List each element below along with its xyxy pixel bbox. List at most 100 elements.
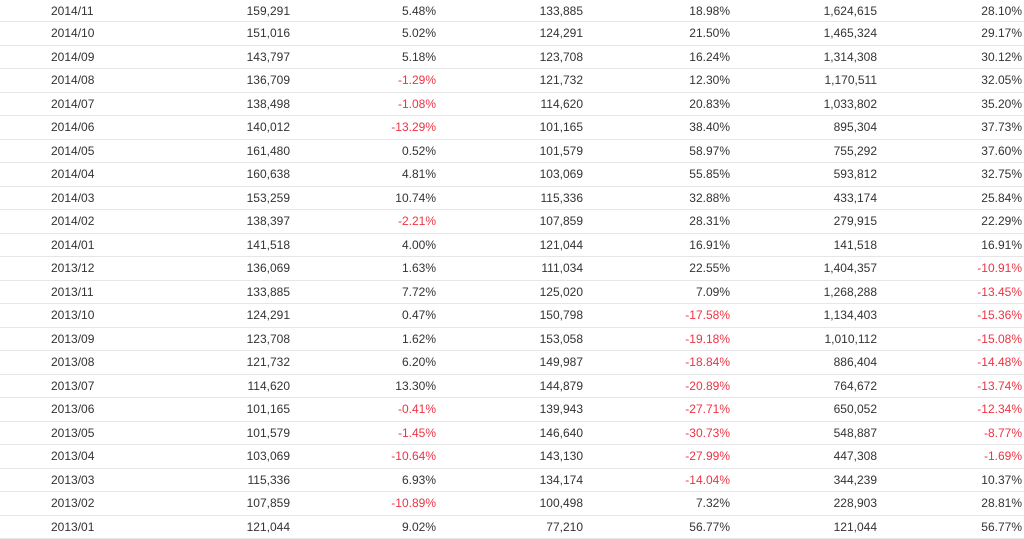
period-cell: 2013/12 — [51, 261, 95, 275]
table-row: 2014/09 143,797 5.18% 123,708 16.24% 1,314,30… — [0, 46, 1024, 69]
value-cell: 136,069 — [246, 261, 290, 275]
prior-change-cell: -18.84% — [685, 355, 730, 369]
cumulative-change-cell: 37.73% — [981, 120, 1022, 134]
cumulative-cell: 755,292 — [833, 143, 877, 158]
cumulative-cell: 1,404,357 — [823, 261, 877, 275]
prior-value-cell: 133,885 — [539, 4, 583, 18]
change-cell: 0.52% — [401, 143, 436, 158]
change-cell: 6.20% — [401, 355, 436, 369]
prior-change-cell: 58.97% — [689, 143, 730, 158]
change-cell: 5.18% — [401, 49, 436, 64]
table-row: 2013/10 124,291 0.47% 150,798 -17.58% 1,134,4… — [0, 304, 1024, 328]
table-row: 2013/08 121,732 6.20% 149,987 -18.84% 886,404… — [0, 351, 1024, 375]
period-cell: 2014/10 — [51, 26, 95, 40]
prior-value-cell: 121,732 — [539, 73, 583, 87]
table-row: 2014/11 159,291 5.48% 133,885 18.98% 1,624,61… — [0, 0, 1024, 22]
prior-change-cell: -27.71% — [685, 402, 730, 416]
cumulative-change-cell: 30.12% — [981, 49, 1022, 64]
cumulative-change-cell: -15.08% — [977, 331, 1022, 346]
change-cell: 9.02% — [401, 519, 436, 534]
cumulative-change-cell: 37.60% — [981, 143, 1022, 158]
cumulative-cell: 1,624,615 — [823, 4, 877, 18]
period-cell: 2013/08 — [51, 355, 95, 369]
value-cell: 124,291 — [246, 308, 290, 322]
table-row: 2014/08 136,709 -1.29% 121,732 12.30% 1,170,5… — [0, 69, 1024, 93]
period-cell: 2013/11 — [51, 284, 94, 299]
cumulative-cell: 895,304 — [833, 120, 877, 134]
cumulative-cell: 1,170,511 — [824, 73, 878, 87]
prior-value-cell: 115,336 — [540, 190, 584, 205]
table-row: 2013/03 115,336 6.93% 134,174 -14.04% 344,239… — [0, 469, 1024, 492]
value-cell: 123,708 — [246, 331, 290, 346]
prior-value-cell: 100,498 — [539, 496, 583, 510]
period-cell: 2013/10 — [51, 308, 95, 322]
change-cell: -10.89% — [391, 496, 436, 510]
cumulative-change-cell: 56.77% — [981, 519, 1022, 534]
cumulative-cell: 228,903 — [833, 496, 877, 510]
prior-value-cell: 121,044 — [539, 237, 583, 252]
value-cell: 115,336 — [247, 472, 291, 487]
period-cell: 2014/09 — [51, 49, 95, 64]
value-cell: 138,397 — [246, 214, 290, 228]
value-cell: 153,259 — [246, 190, 290, 205]
change-cell: 4.00% — [401, 237, 436, 252]
prior-value-cell: 107,859 — [539, 214, 583, 228]
period-cell: 2013/04 — [51, 449, 95, 463]
prior-value-cell: 150,798 — [539, 308, 583, 322]
cumulative-cell: 1,268,288 — [823, 284, 877, 299]
prior-change-cell: 16.91% — [689, 237, 730, 252]
cumulative-change-cell: 25.84% — [981, 190, 1022, 205]
cumulative-cell: 650,052 — [833, 402, 877, 416]
value-cell: 101,165 — [246, 402, 290, 416]
period-cell: 2013/06 — [51, 402, 95, 416]
prior-change-cell: 16.24% — [689, 49, 730, 64]
period-cell: 2014/03 — [51, 190, 95, 205]
cumulative-cell: 764,672 — [833, 378, 877, 393]
cumulative-cell: 447,308 — [833, 449, 877, 463]
prior-value-cell: 101,165 — [539, 120, 583, 134]
prior-change-cell: 12.30% — [689, 73, 730, 87]
cumulative-cell: 1,033,802 — [823, 96, 877, 111]
change-cell: 5.48% — [401, 4, 436, 18]
table-row: 2014/01 141,518 4.00% 121,044 16.91% 141,518 1… — [0, 234, 1024, 257]
change-cell: 13.30% — [395, 378, 436, 393]
change-cell: 1.63% — [401, 261, 436, 275]
value-cell: 103,069 — [246, 449, 290, 463]
change-cell: 5.02% — [401, 26, 436, 40]
prior-value-cell: 124,291 — [539, 26, 583, 40]
cumulative-change-cell: 32.05% — [981, 73, 1022, 87]
cumulative-change-cell: -14.48% — [977, 355, 1022, 369]
prior-change-cell: 20.83% — [689, 96, 730, 111]
cumulative-cell: 593,812 — [833, 167, 877, 181]
period-cell: 2013/02 — [51, 496, 95, 510]
value-cell: 143,797 — [246, 49, 290, 64]
prior-change-cell: 38.40% — [689, 120, 730, 134]
cumulative-cell: 886,404 — [833, 355, 877, 369]
cumulative-change-cell: -10.91% — [977, 261, 1022, 275]
prior-value-cell: 77,210 — [546, 519, 583, 534]
table-row: 2014/03 153,259 10.74% 115,336 32.88% 433,174… — [0, 187, 1024, 210]
change-cell: 4.81% — [401, 167, 436, 181]
prior-value-cell: 144,879 — [539, 378, 583, 393]
value-cell: 136,709 — [246, 73, 290, 87]
value-cell: 151,016 — [246, 26, 290, 40]
cumulative-change-cell: 29.17% — [981, 26, 1022, 40]
prior-value-cell: 111,034 — [541, 261, 583, 275]
cumulative-change-cell: 10.37% — [981, 472, 1022, 487]
value-cell: 133,885 — [246, 284, 290, 299]
table-row: 2014/02 138,397 -2.21% 107,859 28.31% 279,915… — [0, 210, 1024, 234]
prior-value-cell: 125,020 — [539, 284, 583, 299]
value-cell: 159,291 — [246, 4, 290, 18]
cumulative-cell: 1,010,112 — [824, 331, 878, 346]
prior-change-cell: -20.89% — [685, 378, 730, 393]
prior-change-cell: -14.04% — [685, 472, 730, 487]
prior-value-cell: 114,620 — [540, 96, 584, 111]
prior-value-cell: 153,058 — [539, 331, 583, 346]
table-row: 2013/01 121,044 9.02% 77,210 56.77% 121,044 56… — [0, 516, 1024, 539]
table-row: 2013/02 107,859 -10.89% 100,498 7.32% 228,903… — [0, 492, 1024, 516]
period-cell: 2014/08 — [51, 73, 95, 87]
cumulative-cell: 344,239 — [833, 472, 877, 487]
prior-change-cell: 21.50% — [689, 26, 730, 40]
table-row: 2014/10 151,016 5.02% 124,291 21.50% 1,465,32… — [0, 22, 1024, 46]
